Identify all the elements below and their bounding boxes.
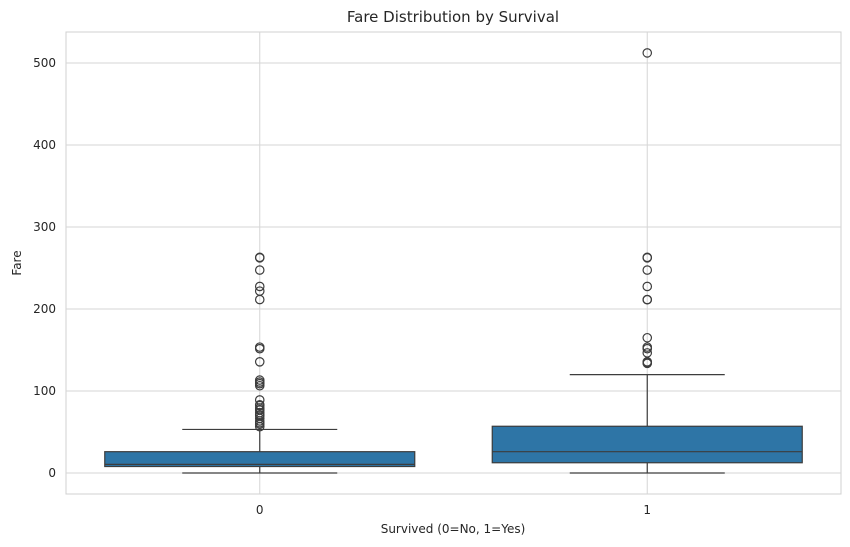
outlier-point [642, 281, 653, 292]
y-tick-label: 100 [33, 384, 56, 398]
outlier-point [254, 252, 265, 263]
outlier-point [254, 281, 265, 292]
y-tick-label: 200 [33, 302, 56, 316]
x-axis-label: Survived (0=No, 1=Yes) [381, 522, 526, 536]
x-tick-label: 0 [256, 503, 264, 517]
y-tick-label: 500 [33, 56, 56, 70]
outlier-point [254, 265, 265, 275]
box-iqr [104, 451, 416, 468]
outlier-point [642, 265, 653, 275]
outlier-point [642, 252, 653, 263]
box-plots [104, 48, 803, 474]
outlier-point [642, 294, 653, 305]
y-tick-label: 0 [48, 466, 56, 480]
outlier-point [254, 342, 265, 352]
plot-background [65, 31, 842, 495]
outlier-point [254, 399, 265, 410]
outlier-point [254, 395, 265, 405]
y-tick-label: 400 [33, 138, 56, 152]
outlier-point [254, 286, 265, 296]
outlier-point [642, 332, 653, 343]
y-tick-label: 300 [33, 220, 56, 234]
chart-title: Fare Distribution by Survival [347, 8, 559, 26]
box-iqr [491, 425, 803, 464]
outlier-point [254, 375, 265, 385]
outlier-point [254, 357, 265, 367]
y-axis-label: Fare [10, 250, 24, 275]
outlier-point [642, 348, 653, 358]
outlier-point [642, 48, 653, 58]
x-tick-label: 1 [643, 503, 651, 517]
grid [66, 32, 841, 494]
y-axis-ticks: 0 100 200 300 400 500 [33, 56, 56, 480]
outlier-point [642, 342, 653, 352]
